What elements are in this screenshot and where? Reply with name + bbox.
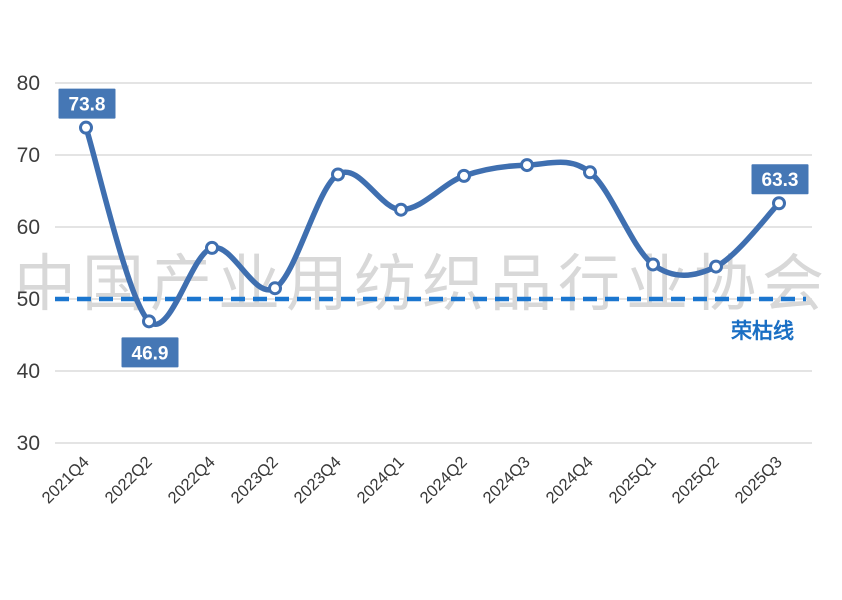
- x-tick-label: 2021Q4: [39, 453, 93, 507]
- x-tick-label: 2022Q2: [102, 453, 156, 507]
- x-tick-label: 2022Q4: [165, 453, 219, 507]
- value-label-text: 63.3: [762, 170, 799, 191]
- data-point-marker: [583, 165, 597, 180]
- y-tick-label: 70: [17, 144, 40, 167]
- data-point-marker: [205, 240, 219, 255]
- y-tick-label: 60: [17, 216, 40, 239]
- x-tick-label: 2024Q4: [543, 453, 597, 507]
- value-label-text: 73.8: [69, 95, 106, 116]
- data-point-marker: [457, 168, 471, 183]
- value-label-box: [58, 88, 116, 119]
- x-tick-label: 2023Q4: [291, 453, 345, 507]
- data-point-marker: [394, 202, 408, 217]
- x-tick-label: 2024Q2: [417, 453, 471, 507]
- y-tick-label: 50: [17, 288, 40, 311]
- data-point-marker: [520, 158, 534, 173]
- boom-bust-line-label: 荣枯线: [731, 320, 794, 343]
- data-point-marker: [772, 196, 786, 211]
- x-tick-label: 2025Q1: [606, 453, 660, 507]
- association-watermark-text: 中国产业用纺织品行业协会: [14, 247, 831, 320]
- data-point-marker: [142, 314, 156, 329]
- data-point-marker: [268, 281, 282, 296]
- y-tick-label: 30: [17, 432, 40, 455]
- value-label-box: [751, 164, 809, 195]
- data-point-marker: [709, 259, 723, 274]
- value-label-box: [121, 337, 179, 368]
- x-tick-label: 2023Q2: [228, 453, 282, 507]
- x-tick-label: 2024Q3: [480, 453, 534, 507]
- data-point-marker: [79, 120, 93, 135]
- y-tick-label: 40: [17, 360, 40, 383]
- y-tick-label: 80: [17, 72, 40, 95]
- data-point-marker: [646, 257, 660, 272]
- value-label-text: 46.9: [132, 343, 169, 364]
- data-point-marker: [331, 167, 345, 182]
- x-tick-label: 2025Q3: [732, 453, 786, 507]
- data-line: [83, 124, 782, 327]
- x-tick-label: 2025Q2: [669, 453, 723, 507]
- x-tick-label: 2024Q1: [354, 453, 408, 507]
